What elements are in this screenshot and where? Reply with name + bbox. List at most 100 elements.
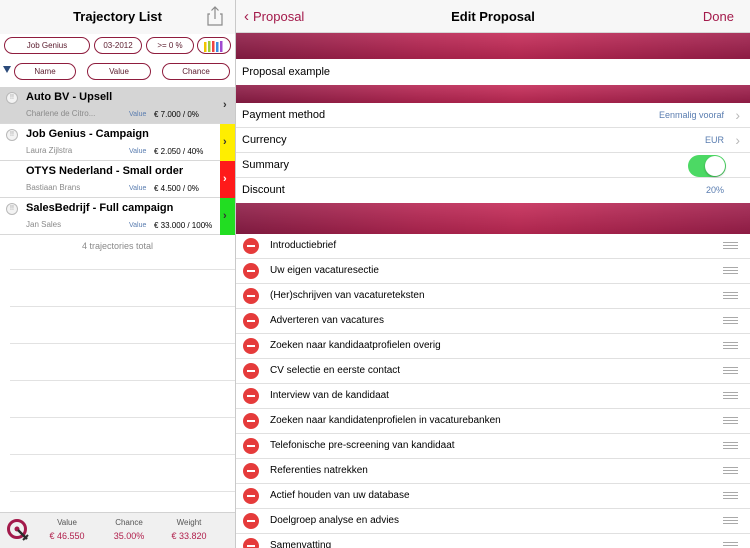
list-item[interactable]: !! SalesBedrijf - Full campaign Jan Sale… (0, 198, 235, 235)
sort-caret-icon[interactable] (3, 66, 11, 73)
chevron-right-icon: › (223, 136, 227, 148)
proposal-item-label: Samenvatting (270, 540, 332, 548)
proposal-item-label: Interview van de kandidaat (270, 390, 389, 401)
proposal-item-label: (Her)schrijven van vacatureteksten (270, 290, 425, 301)
footer-chance: Chance 35.00% (99, 518, 159, 541)
footer-value-amount: € 46.550 (49, 531, 85, 541)
filter-color-button[interactable] (197, 37, 231, 54)
discount-value: 20% (705, 185, 724, 195)
proposal-item[interactable]: Adverteren van vacatures (236, 309, 750, 334)
proposal-item[interactable]: (Her)schrijven van vacatureteksten (236, 284, 750, 309)
proposal-item[interactable]: Zoeken naar kandidatenprofielen in vacat… (236, 409, 750, 434)
trajectory-value: € 33.000 / 100% (154, 221, 213, 230)
trajectory-title: OTYS Nederland - Small order (26, 165, 184, 177)
delete-icon[interactable] (243, 263, 259, 279)
sort-value-button[interactable]: Value (87, 63, 151, 80)
payment-method-row[interactable]: Payment method Eenmalig vooraf › (236, 103, 750, 128)
summary-toggle[interactable] (688, 155, 726, 177)
items-band (236, 203, 750, 234)
delete-icon[interactable] (243, 313, 259, 329)
filter-period[interactable]: 03-2012 (94, 37, 142, 54)
proposal-item-label: CV selectie en eerste contact (270, 365, 401, 376)
proposal-item-label: Adverteren van vacatures (270, 315, 384, 326)
proposal-item[interactable]: Introductiebrief (236, 234, 750, 259)
reorder-icon[interactable] (723, 492, 738, 500)
chevron-right-icon: › (223, 99, 227, 111)
proposal-item[interactable]: CV selectie en eerste contact (236, 359, 750, 384)
sort-name-button[interactable]: Name (14, 63, 76, 80)
delete-icon[interactable] (243, 488, 259, 504)
proposal-item[interactable]: Interview van de kandidaat (236, 384, 750, 409)
divider (10, 491, 235, 492)
status-icon: !! (6, 203, 18, 215)
divider (10, 269, 235, 270)
delete-icon[interactable] (243, 463, 259, 479)
reorder-icon[interactable] (723, 292, 738, 300)
reorder-icon[interactable] (723, 467, 738, 475)
proposal-name-field[interactable]: Proposal example (236, 59, 750, 85)
proposal-item[interactable]: Telefonische pre-screening van kandidaat (236, 434, 750, 459)
currency-label: Currency (242, 134, 287, 146)
proposal-item-label: Telefonische pre-screening van kandidaat (270, 440, 455, 451)
reorder-icon[interactable] (723, 317, 738, 325)
proposal-item[interactable]: Doelgroep analyse en advies (236, 509, 750, 534)
reorder-icon[interactable] (723, 367, 738, 375)
proposal-item-label: Referenties natrekken (270, 465, 368, 476)
reorder-icon[interactable] (723, 267, 738, 275)
delete-icon[interactable] (243, 338, 259, 354)
reorder-icon[interactable] (723, 242, 738, 250)
reorder-icon[interactable] (723, 517, 738, 525)
list-item[interactable]: !! Job Genius - Campaign Laura Zijlstra … (0, 124, 235, 161)
proposal-item-label: Zoeken naar kandidaatprofielen overig (270, 340, 441, 351)
done-button[interactable]: Done (702, 9, 734, 24)
delete-icon[interactable] (243, 288, 259, 304)
footer-value: Value € 46.550 (37, 518, 97, 541)
reorder-icon[interactable] (723, 342, 738, 350)
section-band (236, 85, 750, 103)
filter-chance[interactable]: >= 0 % (146, 37, 194, 54)
trajectory-title: Auto BV - Upsell (26, 91, 113, 103)
back-button[interactable]: ‹ Proposal (244, 8, 304, 25)
proposal-item[interactable]: Zoeken naar kandidaatprofielen overig (236, 334, 750, 359)
divider (10, 343, 235, 344)
payment-method-label: Payment method (242, 109, 326, 121)
footer-weight-amount: € 33.820 (171, 531, 207, 541)
proposal-item[interactable]: Referenties natrekken (236, 459, 750, 484)
sort-bar: Name Value Chance (0, 63, 235, 81)
reorder-icon[interactable] (723, 542, 738, 548)
status-icon: !! (6, 129, 18, 141)
currency-row[interactable]: Currency EUR › (236, 128, 750, 153)
delete-icon[interactable] (243, 413, 259, 429)
trajectory-value: € 2.050 / 40% (154, 147, 204, 156)
share-icon[interactable] (206, 5, 224, 27)
list-item[interactable]: !! Auto BV - Upsell Charlene de Citro...… (0, 87, 235, 124)
chevron-right-icon: › (735, 132, 740, 148)
list-item[interactable]: OTYS Nederland - Small order Bastiaan Br… (0, 161, 235, 198)
app-logo-icon[interactable] (6, 518, 30, 542)
proposal-item[interactable]: Samenvatting (236, 534, 750, 548)
divider (10, 380, 235, 381)
reorder-icon[interactable] (723, 417, 738, 425)
reorder-icon[interactable] (723, 442, 738, 450)
trajectory-contact: Laura Zijlstra (26, 146, 73, 155)
currency-value: EUR (704, 135, 724, 145)
trajectory-contact: Bastiaan Brans (26, 183, 81, 192)
discount-row[interactable]: Discount 20% (236, 178, 750, 203)
delete-icon[interactable] (243, 388, 259, 404)
delete-icon[interactable] (243, 538, 259, 548)
delete-icon[interactable] (243, 438, 259, 454)
proposal-name: Proposal example (242, 66, 331, 78)
split-divider (235, 0, 236, 548)
delete-icon[interactable] (243, 238, 259, 254)
proposal-item[interactable]: Actief houden van uw database (236, 484, 750, 509)
proposal-item[interactable]: Uw eigen vacaturesectie (236, 259, 750, 284)
delete-icon[interactable] (243, 513, 259, 529)
back-label: Proposal (253, 9, 305, 24)
proposal-item-label: Zoeken naar kandidatenprofielen in vacat… (270, 415, 501, 426)
delete-icon[interactable] (243, 363, 259, 379)
trajectory-value: € 7.000 / 0% (154, 110, 199, 119)
reorder-icon[interactable] (723, 392, 738, 400)
sort-chance-button[interactable]: Chance (162, 63, 230, 80)
filter-company[interactable]: Job Genius (4, 37, 90, 54)
